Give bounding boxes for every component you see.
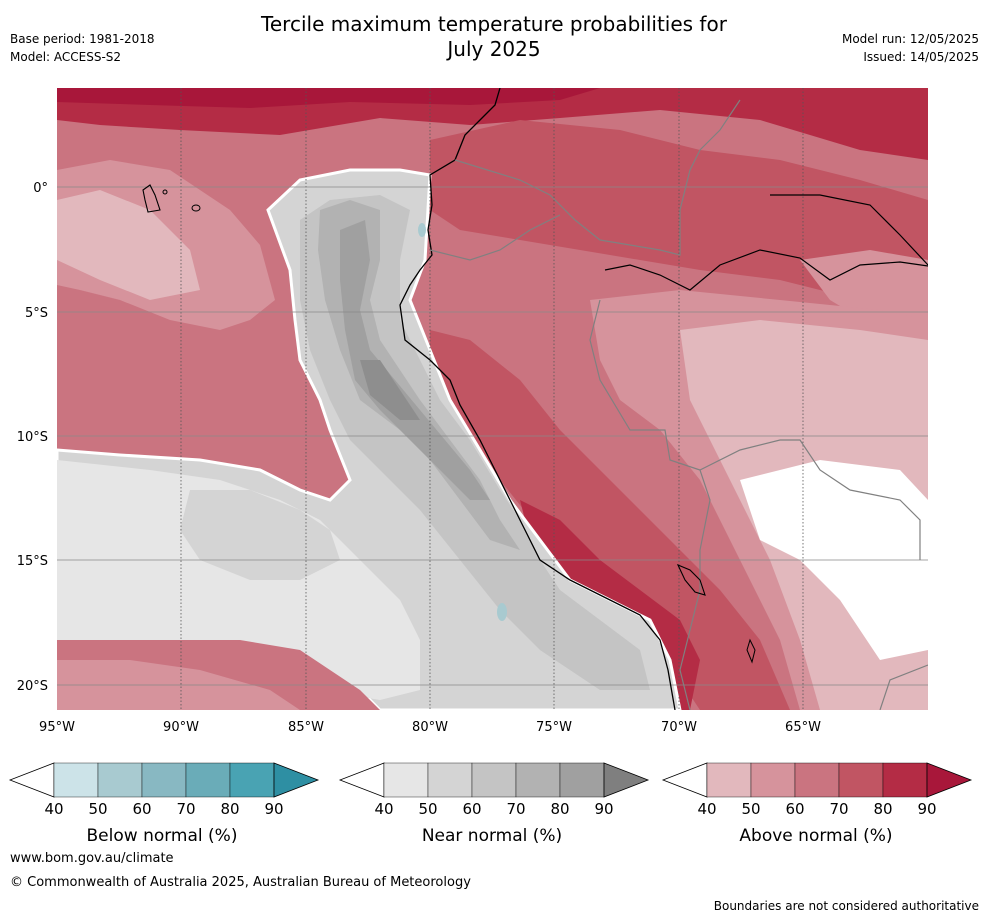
colorbar-min-extend: [8, 762, 55, 798]
negro-river: [770, 194, 928, 266]
colorbar-tick-label: 40: [374, 800, 393, 818]
colorbar-segment: [97, 762, 143, 798]
colorbar-segment: [53, 762, 99, 798]
border-ecuador: [429, 214, 561, 261]
colorbar-tick-label: 50: [88, 800, 107, 818]
colorbar-tick-label: 50: [741, 800, 760, 818]
colorbar-segment: [427, 762, 473, 798]
lat-label: 20°S: [17, 679, 48, 694]
colorbar-max-extend: [273, 762, 320, 798]
border-colombia: [454, 99, 741, 256]
colorbar-segment: [515, 762, 561, 798]
colorbar-tick-label: 50: [418, 800, 437, 818]
map-title: Tercile maximum temperature probabilitie…: [0, 12, 988, 62]
lake-titicaca: [676, 563, 706, 596]
amazon-river: [604, 249, 928, 291]
colorbar-near-title: Near normal (%): [421, 826, 563, 846]
colorbar-tick-label: 40: [697, 800, 716, 818]
meta-right: Model run: 12/05/2025 Issued: 14/05/2025: [842, 30, 979, 66]
colorbar-tick-label: 90: [594, 800, 613, 818]
colorbar-tick-label: 60: [785, 800, 804, 818]
colorbar-above-title: Above normal (%): [739, 826, 893, 846]
colorbar-above: 40 50 60 70 80 90: [661, 762, 973, 818]
lon-label: 65°W: [785, 720, 821, 735]
colorbar-segment: [471, 762, 517, 798]
colorbars: 40 50 60 70 80 90 40 50 60 70 80 90 40 50 60 70 80 90: [8, 762, 973, 818]
colorbar-min-extend: [661, 762, 708, 798]
colorbar-tick-label: 80: [220, 800, 239, 818]
lat-label: 10°S: [17, 430, 48, 445]
colorbar-tick-label: 70: [506, 800, 525, 818]
galapagos-islands: [142, 184, 161, 213]
base-period: Base period: 1981-2018: [10, 32, 155, 46]
colorbar-tick-label: 40: [44, 800, 63, 818]
colorbar-below-title: Below normal (%): [86, 826, 238, 846]
colorbar-tick-label: 70: [829, 800, 848, 818]
colorbar-tick-label: 60: [462, 800, 481, 818]
coastline: [399, 88, 676, 710]
lon-label: 95°W: [39, 720, 75, 735]
colorbar-max-extend: [603, 762, 650, 798]
lon-label: 80°W: [412, 720, 448, 735]
colorbar-tick-label: 80: [873, 800, 892, 818]
grid-lines: [180, 88, 804, 710]
lat-label: 15°S: [17, 554, 48, 569]
colorbar-segment: [794, 762, 840, 798]
colorbar-tick-label: 90: [917, 800, 936, 818]
colorbar-below: 40 50 60 70 80 90: [8, 762, 320, 818]
colorbar-segment: [229, 762, 275, 798]
title-line-1: Tercile maximum temperature probabilitie…: [261, 12, 727, 36]
colorbar-tick-label: 60: [132, 800, 151, 818]
map-field: [57, 88, 928, 710]
colorbar-segment: [559, 762, 605, 798]
model-run: Model run: 12/05/2025: [841, 32, 979, 46]
colorbar-segment: [185, 762, 231, 798]
longitude-labels: 95°W 90°W 85°W 80°W 75°W 70°W 65°W: [39, 720, 821, 735]
lon-label: 75°W: [536, 720, 572, 735]
issued-date: Issued: 14/05/2025: [863, 50, 979, 64]
border-bolivia: [699, 439, 921, 560]
colorbar-segment: [706, 762, 752, 798]
border-south: [879, 664, 928, 710]
colorbar-segment: [383, 762, 429, 798]
lon-label: 90°W: [163, 720, 199, 735]
lon-label: 85°W: [288, 720, 324, 735]
colorbar-tick-label: 70: [176, 800, 195, 818]
colorbar-segment: [882, 762, 928, 798]
colorbar-segment: [750, 762, 796, 798]
model-name: Model: ACCESS-S2: [10, 50, 122, 64]
colorbar-max-extend: [926, 762, 973, 798]
title-line-2: July 2025: [447, 37, 541, 61]
colorbar-tick-label: 90: [264, 800, 283, 818]
footer-note: Boundaries are not considered authoritat…: [713, 899, 979, 913]
colorbar-tick-label: 80: [550, 800, 569, 818]
lon-label: 70°W: [661, 720, 697, 735]
meta-left: Base period: 1981-2018 Model: ACCESS-S2: [10, 30, 155, 66]
latitude-labels: 0° 5°S 10°S 15°S 20°S: [17, 181, 48, 694]
footer-copyright: © Commonwealth of Australia 2025, Austra…: [10, 875, 471, 890]
lat-grid-lines: [57, 186, 928, 686]
footer-url: www.bom.gov.au/climate: [10, 851, 174, 866]
colorbar-min-extend: [338, 762, 385, 798]
lat-label: 0°: [33, 181, 48, 196]
colorbar-segment: [838, 762, 884, 798]
colorbar-segment: [141, 762, 187, 798]
colorbar-near: 40 50 60 70 80 90: [338, 762, 650, 818]
forecast-map: 0° 5°S 10°S 15°S 20°S 95°W 90°W 85°W 80°…: [17, 88, 928, 735]
lat-label: 5°S: [25, 306, 48, 321]
